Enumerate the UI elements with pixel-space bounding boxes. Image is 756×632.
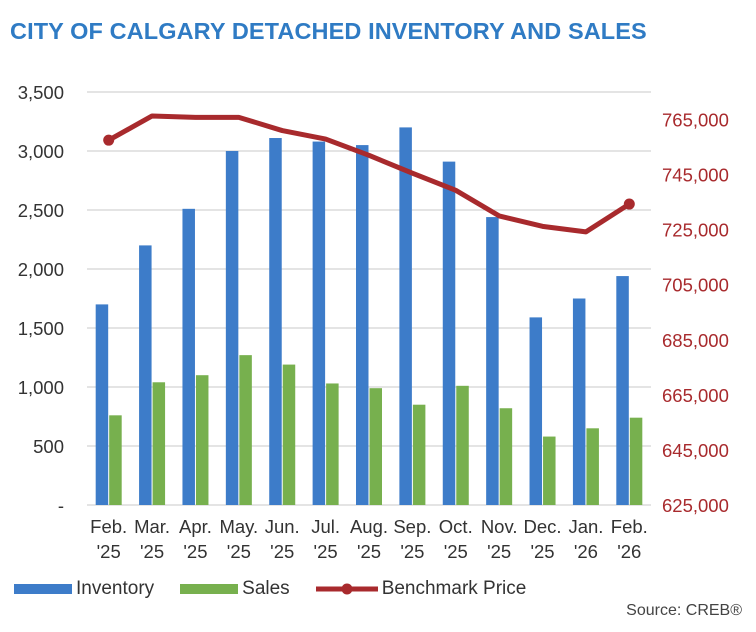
- x-tick-label-month: Sep.: [393, 516, 431, 537]
- bar-sales: [152, 382, 166, 505]
- bar-sales: [239, 355, 252, 505]
- x-tick-label-year: '25: [357, 541, 381, 562]
- x-tick-label-year: '25: [97, 541, 121, 562]
- legend-swatch-benchmark: [315, 583, 378, 595]
- x-tick-label-year: '25: [400, 541, 424, 562]
- bar-sales: [499, 408, 513, 505]
- x-tick-label-month: Feb.: [90, 516, 127, 537]
- y-left-tick-label: -: [58, 495, 64, 516]
- bar-inventory: [269, 138, 282, 505]
- bar-sales: [195, 375, 209, 505]
- y-left-tick-label: 3,000: [18, 141, 64, 162]
- x-tick-label-year: '25: [530, 541, 554, 562]
- x-tick-label-month: Jul.: [311, 516, 340, 537]
- legend-swatch-inventory: [14, 584, 72, 594]
- marker-benchmark-price: [103, 134, 115, 146]
- bar-inventory: [529, 317, 543, 505]
- bar-sales: [326, 383, 339, 505]
- x-tick-label-year: '25: [183, 541, 207, 562]
- x-tick-label-month: Feb.: [611, 516, 648, 537]
- x-tick-label-month: Apr.: [179, 516, 212, 537]
- bar-inventory: [95, 304, 109, 505]
- y-left-tick-label: 2,500: [18, 200, 64, 221]
- legend-item-benchmark: Benchmark Price: [315, 578, 527, 600]
- legend-item-sales: Sales: [180, 578, 290, 600]
- y-right-tick-label: 745,000: [662, 165, 729, 186]
- x-tick-label-month: Aug.: [350, 516, 388, 537]
- y-left-tick-label: 1,000: [18, 377, 64, 398]
- legend-item-inventory: Inventory: [14, 578, 154, 600]
- source-note: Source: CREB®: [626, 602, 742, 619]
- bar-sales: [412, 404, 426, 505]
- x-tick-label-month: Oct.: [439, 516, 473, 537]
- y-right-tick-label: 685,000: [662, 330, 729, 351]
- bar-inventory: [486, 217, 499, 505]
- x-tick-label-month: Jun.: [265, 516, 300, 537]
- y-right-tick-label: 625,000: [662, 495, 729, 516]
- y-right-tick-label: 725,000: [662, 220, 729, 241]
- legend-label-benchmark: Benchmark Price: [381, 578, 527, 599]
- bar-inventory: [182, 208, 195, 505]
- bar-inventory: [139, 245, 152, 505]
- bar-sales: [109, 415, 122, 505]
- bar-inventory: [356, 145, 369, 505]
- bar-inventory: [616, 276, 629, 505]
- bar-sales: [543, 436, 556, 505]
- x-tick-label-year: '25: [227, 541, 251, 562]
- y-left-tick-label: 500: [33, 436, 64, 457]
- x-tick-label-year: '25: [270, 541, 294, 562]
- bar-sales: [456, 385, 469, 505]
- x-tick-label-month: Mar.: [134, 516, 170, 537]
- marker-benchmark-price: [623, 198, 635, 210]
- y-right-tick-label: 665,000: [662, 385, 729, 406]
- line-benchmark-price: [107, 113, 631, 235]
- x-tick-label-year: '25: [140, 541, 164, 562]
- y-right-tick-label: 765,000: [662, 110, 729, 131]
- bar-inventory: [442, 161, 456, 505]
- x-tick-label-year: '25: [314, 541, 338, 562]
- legend-label-sales: Sales: [242, 578, 290, 599]
- y-left-tick-label: 1,500: [18, 318, 64, 339]
- chart-legend: Inventory Sales Benchmark Price: [14, 577, 552, 601]
- bar-sales: [369, 388, 382, 505]
- bar-sales: [282, 364, 296, 505]
- x-tick-label-month: Dec.: [524, 516, 562, 537]
- legend-swatch-sales: [180, 584, 239, 594]
- bar-sales: [629, 417, 643, 505]
- bar-inventory: [225, 151, 239, 505]
- y-right-tick-label: 645,000: [662, 440, 729, 461]
- bar-inventory: [312, 141, 326, 505]
- chart-title: CITY OF CALGARY DETACHED INVENTORY AND S…: [10, 18, 647, 44]
- x-tick-label-year: '26: [617, 541, 641, 562]
- y-right-tick-label: 705,000: [662, 275, 729, 296]
- y-left-tick-label: 2,000: [18, 259, 64, 280]
- x-tick-label-month: Jan.: [568, 516, 603, 537]
- bar-sales: [586, 428, 599, 505]
- x-tick-label-month: May.: [219, 516, 258, 537]
- x-tick-label-year: '25: [444, 541, 468, 562]
- legend-label-inventory: Inventory: [76, 578, 155, 599]
- bar-inventory: [572, 298, 586, 505]
- x-tick-label-month: Nov.: [481, 516, 518, 537]
- x-tick-label-year: '25: [487, 541, 511, 562]
- y-left-tick-label: 3,500: [18, 82, 64, 103]
- x-tick-label-year: '26: [574, 541, 598, 562]
- bar-inventory: [399, 127, 412, 506]
